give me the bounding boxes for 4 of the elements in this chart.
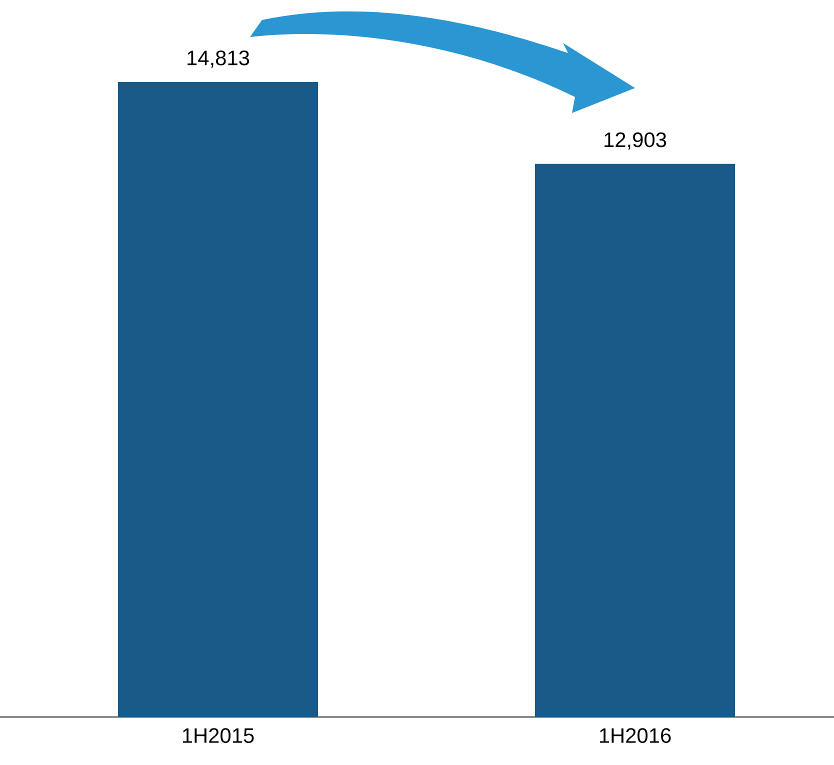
data-label: 12,903 bbox=[604, 132, 666, 150]
x-tick-label: 1H2016 bbox=[600, 728, 671, 743]
data-label: 14,813 bbox=[188, 50, 250, 68]
x-tick-label: 1H2015 bbox=[182, 728, 254, 743]
